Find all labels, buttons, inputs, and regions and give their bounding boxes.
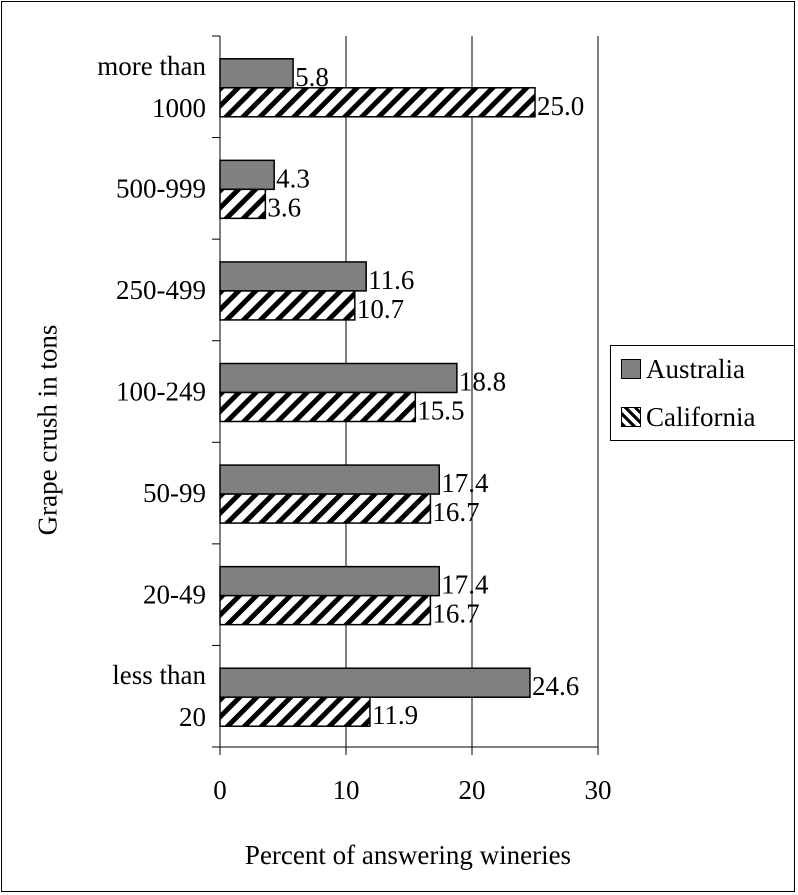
bar-australia	[219, 261, 367, 292]
data-label-australia: 18.8	[459, 367, 506, 397]
category-label-line: 1000	[152, 93, 206, 123]
category-label: 500-999	[116, 173, 206, 203]
bars	[219, 58, 536, 727]
bar-california	[219, 391, 417, 423]
data-label-california: 10.7	[357, 294, 404, 324]
category-label-line: 20	[179, 702, 206, 732]
legend-item-california: California	[621, 401, 756, 432]
legend-swatch-australia	[621, 359, 641, 379]
bar-australia	[219, 159, 275, 191]
bar-australia	[219, 667, 531, 698]
bar-california	[219, 290, 356, 321]
category-label-line: 500-999	[116, 173, 206, 203]
x-tick-label: 20	[459, 775, 486, 805]
data-label-australia: 4.3	[276, 163, 310, 193]
x-axis-label: Percent of answering wineries	[244, 840, 572, 870]
category-label-line: 20-49	[143, 580, 206, 610]
category-label: more than 1000	[97, 51, 206, 123]
bar-australia	[219, 464, 440, 495]
bar-australia	[219, 565, 440, 597]
x-tick-label: 10	[333, 775, 360, 805]
data-label-california: 15.5	[417, 396, 464, 426]
data-label-california: 16.7	[432, 497, 479, 527]
category-label-line: 100-249	[116, 377, 206, 407]
category-label-line: more than	[97, 51, 206, 81]
category-label: 250-499	[116, 275, 206, 305]
data-label-australia: 5.8	[295, 62, 329, 92]
legend-item-australia: Australia	[621, 353, 745, 384]
data-label-australia: 17.4	[441, 570, 489, 600]
bar-california	[219, 188, 267, 220]
data-label-california: 16.7	[432, 599, 479, 629]
category-label: 50-99	[143, 478, 206, 508]
legend-swatch-california	[621, 407, 641, 427]
category-labels: more than 1000 500-999 250-499 100-249 50-99 2…	[97, 51, 206, 732]
data-label-california: 25.0	[537, 91, 584, 121]
data-label-california: 3.6	[267, 192, 301, 222]
bar-australia	[219, 58, 294, 89]
bar-california	[219, 493, 432, 524]
y-axis-label: Grape crush in tons	[32, 324, 63, 536]
bar-australia	[219, 362, 458, 394]
legend-label-california: California	[646, 401, 756, 432]
x-tick-label: 0	[213, 775, 227, 805]
category-label: 100-249	[116, 377, 206, 407]
category-label-line: 250-499	[116, 275, 206, 305]
data-label-australia: 11.6	[368, 265, 414, 295]
category-label-line: less than	[112, 660, 206, 690]
data-label-australia: 24.6	[532, 671, 579, 701]
bar-california	[219, 696, 371, 727]
data-labels: 5.825.04.33.611.610.718.815.517.416.717.…	[267, 62, 584, 730]
data-label-california: 11.9	[372, 700, 418, 730]
category-label: 20-49	[143, 580, 206, 610]
legend-label-australia: Australia	[646, 353, 745, 384]
x-tick-label: 30	[585, 775, 612, 805]
legend: Australia California	[610, 345, 795, 441]
bar-california	[219, 594, 432, 626]
data-label-australia: 17.4	[441, 468, 489, 498]
category-label: less than 20	[112, 660, 206, 732]
tick-labels: 0 10 20 30	[213, 775, 611, 805]
bar-california	[219, 87, 536, 118]
category-label-line: 50-99	[143, 478, 206, 508]
